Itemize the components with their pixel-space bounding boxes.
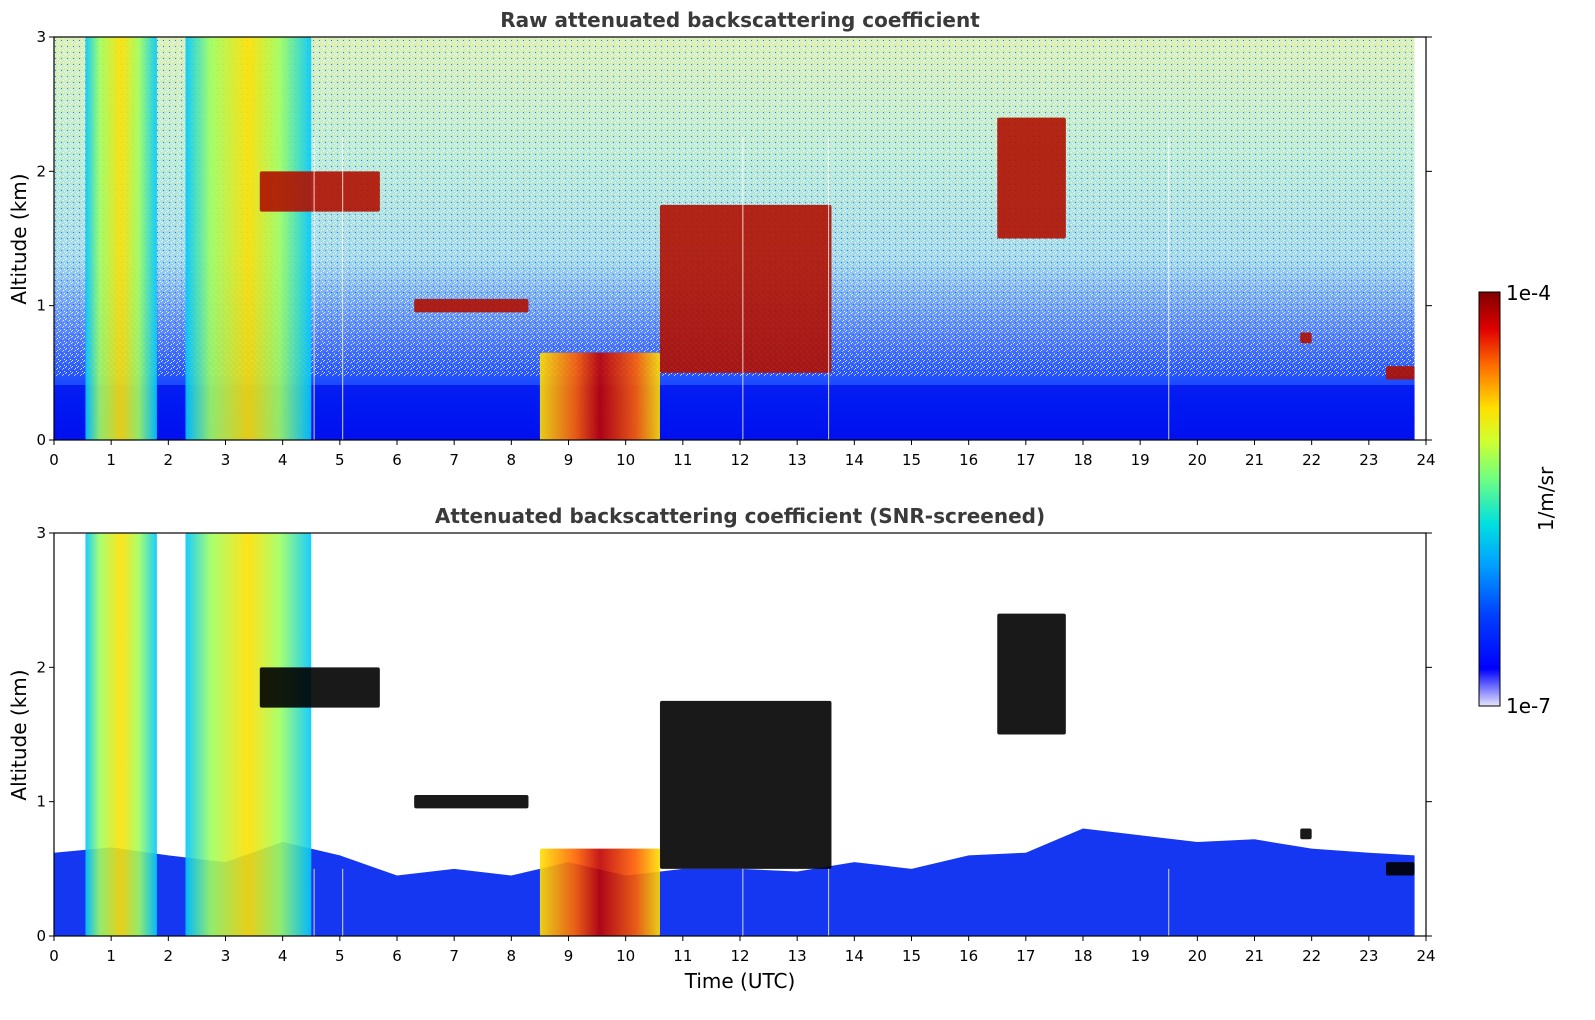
x-tick-label: 9	[564, 451, 574, 469]
x-tick-label: 6	[392, 451, 402, 469]
snr-heatmap-field	[54, 533, 1426, 936]
x-tick-label: 13	[788, 451, 807, 469]
y-tick-label: 1	[36, 297, 46, 315]
x-tick-label: 17	[1016, 451, 1035, 469]
x-tick-label: 15	[902, 947, 921, 965]
cloud-feature	[539, 352, 660, 440]
snr-panel-title: Attenuated backscattering coefficient (S…	[435, 504, 1045, 528]
cloud-feature	[1300, 828, 1312, 840]
x-tick-label: 10	[616, 451, 635, 469]
snr-y-axis-label: Altitude (km)	[7, 669, 31, 800]
cloud-feature	[1385, 366, 1415, 380]
x-tick-label: 16	[959, 451, 978, 469]
y-tick-label: 2	[36, 162, 46, 180]
x-tick-label: 10	[616, 947, 635, 965]
raw-backscatter-panel: Raw attenuated backscattering coefficien…	[7, 8, 1436, 469]
x-axis-label: Time (UTC)	[684, 969, 796, 993]
raw-y-axis: 0 1 2 3	[36, 28, 1432, 449]
x-tick-label: 20	[1188, 947, 1207, 965]
cloud-feature	[259, 667, 380, 708]
x-tick-label: 21	[1245, 947, 1264, 965]
cloud-feature	[997, 613, 1066, 735]
x-tick-label: 1	[106, 451, 116, 469]
cloud-feature	[1300, 332, 1312, 344]
x-tick-label: 4	[278, 947, 288, 965]
colorbar-units-label: 1/m/sr	[1534, 466, 1558, 531]
snr-cloud-features	[85, 533, 1415, 936]
snr-y-axis: 0 1 2 3	[36, 524, 1432, 945]
x-tick-label: 19	[1131, 947, 1150, 965]
x-tick-label: 14	[845, 947, 864, 965]
x-tick-label: 22	[1302, 451, 1321, 469]
raw-heatmap-field	[54, 37, 1426, 440]
x-tick-label: 21	[1245, 451, 1264, 469]
x-tick-label: 22	[1302, 947, 1321, 965]
x-tick-label: 2	[164, 947, 174, 965]
colorbar-min-label: 1e-7	[1506, 694, 1551, 718]
cloud-feature	[414, 298, 529, 313]
y-tick-label: 0	[36, 927, 46, 945]
x-tick-label: 11	[673, 947, 692, 965]
colorbar-gradient	[1478, 291, 1501, 707]
x-tick-label: 24	[1416, 451, 1435, 469]
x-tick-label: 2	[164, 451, 174, 469]
x-tick-label: 20	[1188, 451, 1207, 469]
x-tick-label: 4	[278, 451, 288, 469]
x-tick-label: 5	[335, 451, 345, 469]
x-tick-label: 23	[1359, 451, 1378, 469]
colorbar-max-label: 1e-4	[1506, 281, 1551, 305]
cloud-feature	[659, 700, 832, 869]
x-tick-label: 12	[730, 451, 749, 469]
raw-x-axis: 0 1 2 3 4 5 6 7 8 9 10 11 12 13 14 15 16 17 18 19 20 21 22 23 24	[49, 440, 1436, 469]
x-tick-label: 12	[730, 947, 749, 965]
x-tick-label: 18	[1073, 947, 1092, 965]
x-tick-label: 17	[1016, 947, 1035, 965]
x-tick-label: 13	[788, 947, 807, 965]
cloud-feature	[659, 204, 832, 373]
cloud-feature	[85, 37, 157, 440]
x-tick-label: 6	[392, 947, 402, 965]
x-tick-label: 15	[902, 451, 921, 469]
x-tick-label: 7	[449, 947, 459, 965]
cloud-feature	[185, 37, 312, 440]
cloud-feature	[259, 171, 380, 212]
x-tick-label: 11	[673, 451, 692, 469]
y-tick-label: 1	[36, 793, 46, 811]
cloud-feature	[1385, 862, 1415, 876]
x-tick-label: 16	[959, 947, 978, 965]
y-tick-label: 2	[36, 658, 46, 676]
no-data-region	[1414, 37, 1426, 440]
cloud-feature	[539, 848, 660, 936]
x-tick-label: 0	[49, 947, 59, 965]
colorbar: 1e-4 1e-7 1/m/sr	[1478, 281, 1558, 718]
x-tick-label: 5	[335, 947, 345, 965]
y-tick-label: 0	[36, 431, 46, 449]
x-tick-label: 23	[1359, 947, 1378, 965]
cloud-feature	[185, 533, 312, 936]
x-tick-label: 8	[507, 947, 517, 965]
snr-x-axis: 0 1 2 3 4 5 6 7 8 9 10 11 12 13 14 15 16 17 18 19 20 21 22 23 24	[49, 936, 1436, 965]
cloud-feature	[414, 794, 529, 809]
x-tick-label: 14	[845, 451, 864, 469]
x-tick-label: 24	[1416, 947, 1435, 965]
x-tick-label: 3	[221, 451, 231, 469]
x-tick-label: 19	[1131, 451, 1150, 469]
x-tick-label: 8	[507, 451, 517, 469]
x-tick-label: 18	[1073, 451, 1092, 469]
x-tick-label: 7	[449, 451, 459, 469]
y-tick-label: 3	[36, 524, 46, 542]
raw-y-axis-label: Altitude (km)	[7, 173, 31, 304]
snr-screened-panel: Attenuated backscattering coefficient (S…	[7, 504, 1436, 993]
x-tick-label: 9	[564, 947, 574, 965]
x-tick-label: 1	[106, 947, 116, 965]
y-tick-label: 3	[36, 28, 46, 46]
cloud-feature	[85, 533, 157, 936]
x-tick-label: 3	[221, 947, 231, 965]
raw-panel-title: Raw attenuated backscattering coefficien…	[500, 8, 980, 32]
raw-cloud-features	[85, 37, 1426, 440]
cloud-feature	[997, 117, 1066, 239]
x-tick-label: 0	[49, 451, 59, 469]
